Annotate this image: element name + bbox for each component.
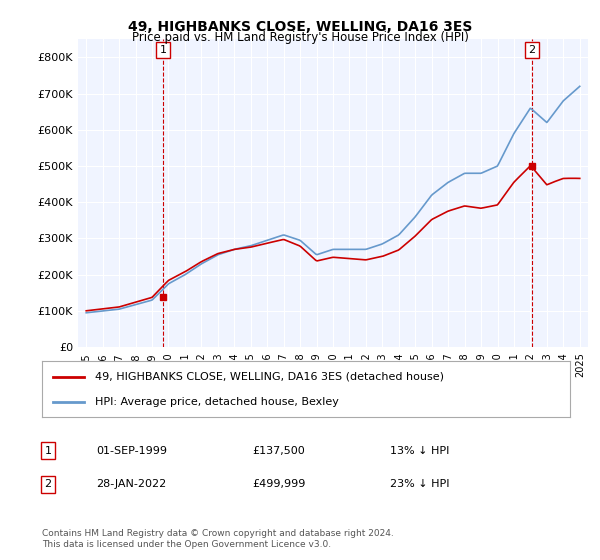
Text: 49, HIGHBANKS CLOSE, WELLING, DA16 3ES: 49, HIGHBANKS CLOSE, WELLING, DA16 3ES	[128, 20, 472, 34]
Text: 13% ↓ HPI: 13% ↓ HPI	[390, 446, 449, 456]
Text: HPI: Average price, detached house, Bexley: HPI: Average price, detached house, Bexl…	[95, 396, 338, 407]
Text: 1: 1	[160, 45, 167, 55]
Text: 2: 2	[44, 479, 52, 489]
Text: 1: 1	[44, 446, 52, 456]
Text: 2: 2	[528, 45, 535, 55]
Text: Contains HM Land Registry data © Crown copyright and database right 2024.
This d: Contains HM Land Registry data © Crown c…	[42, 529, 394, 549]
Text: Price paid vs. HM Land Registry's House Price Index (HPI): Price paid vs. HM Land Registry's House …	[131, 31, 469, 44]
Text: 49, HIGHBANKS CLOSE, WELLING, DA16 3ES (detached house): 49, HIGHBANKS CLOSE, WELLING, DA16 3ES (…	[95, 372, 444, 382]
Text: 01-SEP-1999: 01-SEP-1999	[96, 446, 167, 456]
Text: £499,999: £499,999	[252, 479, 305, 489]
Text: 23% ↓ HPI: 23% ↓ HPI	[390, 479, 449, 489]
Text: 28-JAN-2022: 28-JAN-2022	[96, 479, 166, 489]
Text: £137,500: £137,500	[252, 446, 305, 456]
